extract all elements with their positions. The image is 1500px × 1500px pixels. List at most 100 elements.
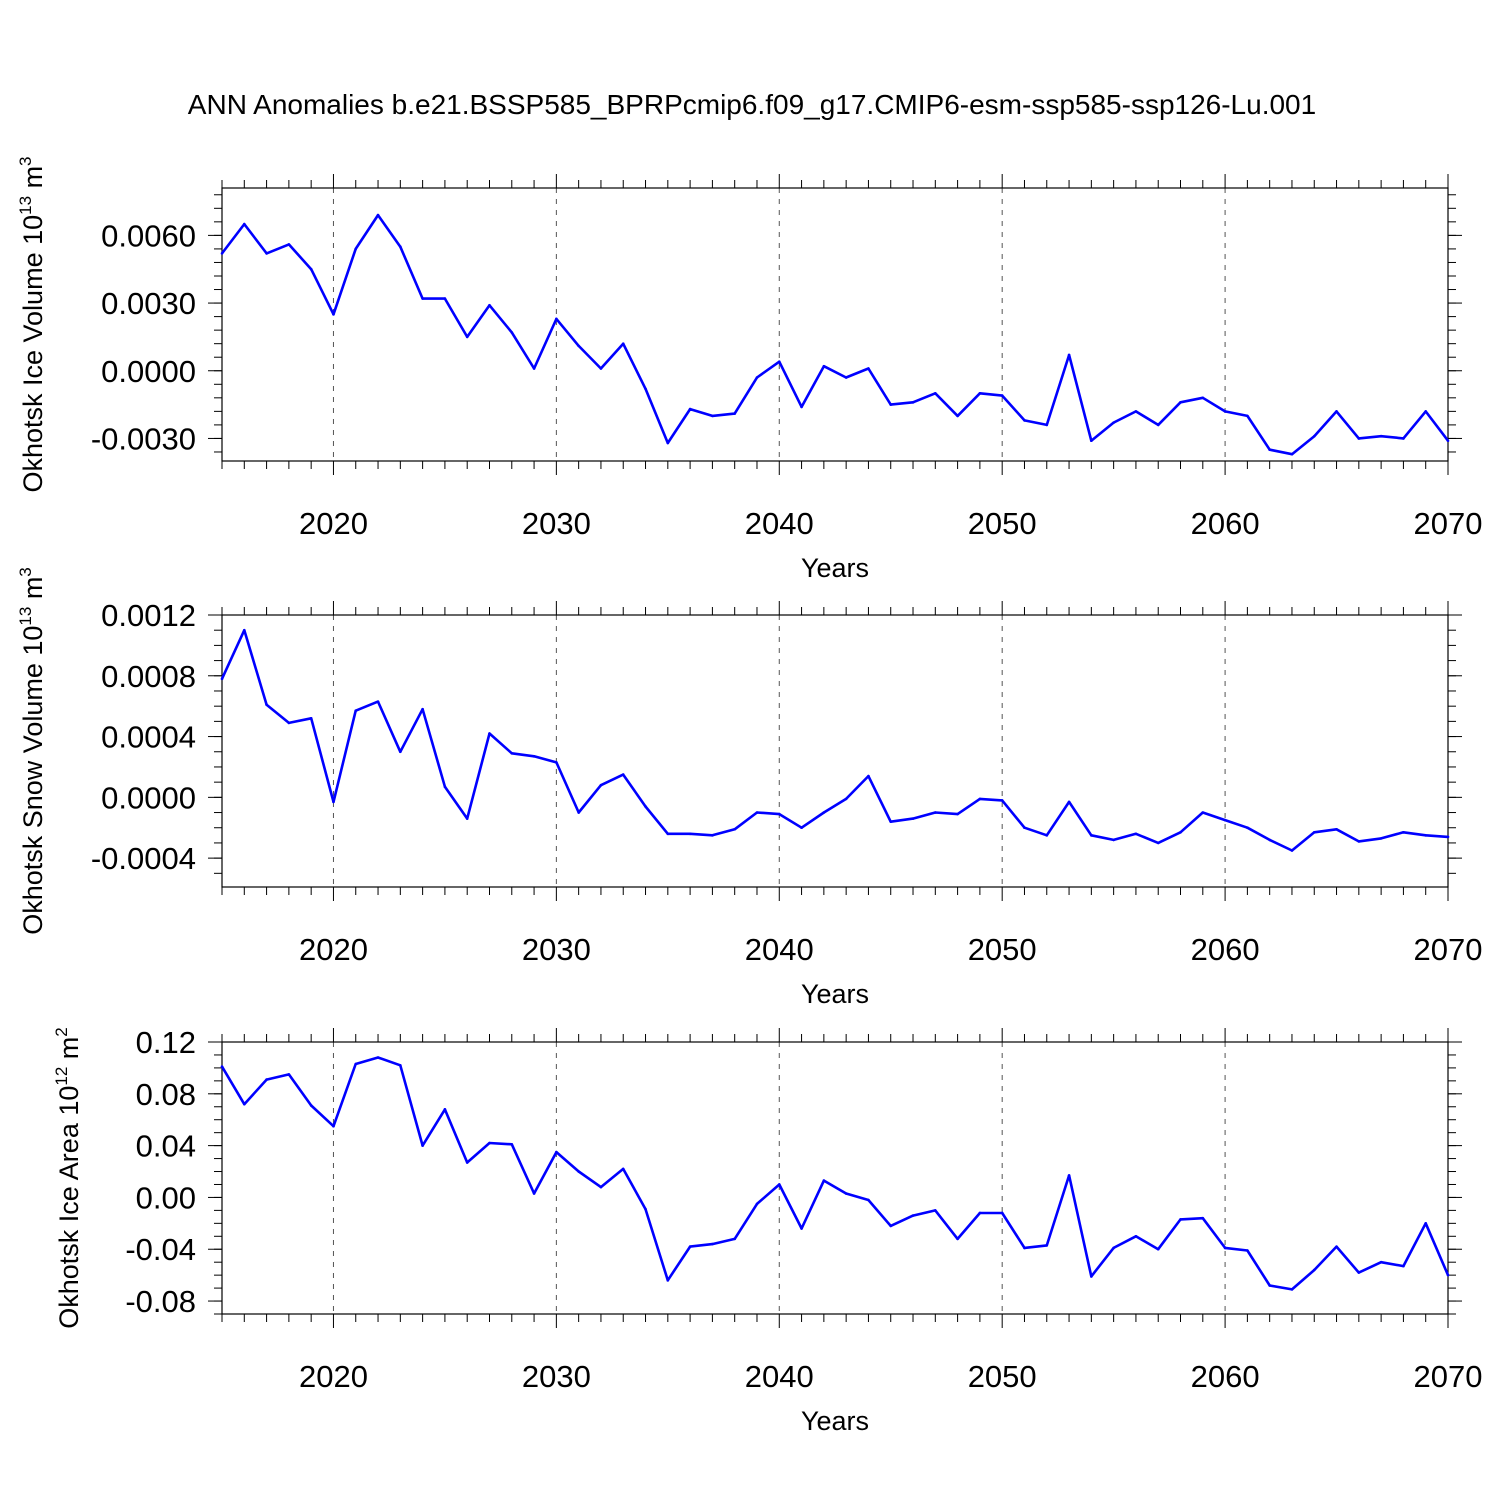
data-point: [889, 1224, 893, 1228]
data-point: [978, 392, 982, 395]
data-point: [354, 247, 358, 251]
chart-panel-1: 2020 2030 2040 2050 2060 2070 Years 0.0060 0.003…: [16, 156, 1482, 583]
data-point: [510, 751, 514, 755]
data-point: [1312, 830, 1316, 834]
x-tick-label: 2030: [522, 932, 591, 967]
data-point: [265, 252, 268, 255]
x-tick-label: 2060: [1191, 932, 1260, 967]
y-tick-label: -0.0004: [91, 841, 196, 876]
data-point: [755, 811, 759, 814]
data-point: [1134, 410, 1138, 413]
data-point: [309, 1104, 313, 1107]
data-point: [376, 213, 380, 217]
data-point: [1112, 838, 1115, 842]
y-tick-label: 0.0030: [101, 286, 196, 321]
data-point: [1023, 1246, 1026, 1250]
data-point: [755, 376, 759, 379]
x-tick-label: 2050: [968, 932, 1037, 967]
data-point: [1357, 1271, 1361, 1274]
data-point: [421, 707, 424, 711]
data-point: [1424, 834, 1428, 837]
data-point: [465, 817, 469, 820]
data-point: [1246, 414, 1249, 418]
x-tick-label: 2070: [1414, 1359, 1483, 1394]
x-tick-label: 2070: [1414, 506, 1483, 541]
data-point: [242, 628, 246, 632]
chart-panel-2: 2020 2030 2040 2050 2060 2070 Years 0.0012 0.000…: [16, 567, 1482, 1009]
data-point: [332, 800, 335, 804]
data-point: [844, 797, 848, 801]
y-axis-label-part: 13: [16, 196, 35, 215]
data-point: [488, 732, 491, 735]
data-point: [1268, 1284, 1271, 1287]
y-tick-label: -0.04: [125, 1232, 196, 1267]
data-point: [309, 267, 313, 271]
data-point: [1402, 437, 1405, 440]
data-point: [1067, 800, 1071, 804]
data-point: [1223, 818, 1227, 822]
data-point: [911, 817, 915, 820]
y-axis-label: Okhotsk Ice Area 1012 m2: [52, 1027, 84, 1329]
data-point: [1090, 439, 1093, 442]
data-point: [777, 1183, 781, 1186]
data-point: [844, 1192, 848, 1195]
data-point: [376, 700, 380, 703]
data-point: [1402, 1264, 1405, 1268]
series-line: [220, 213, 1450, 456]
data-point: [399, 1064, 402, 1067]
data-point: [1312, 434, 1316, 438]
y-tick-label: 0.0012: [101, 598, 196, 633]
data-point: [1223, 1246, 1227, 1250]
plot-frame: [221, 614, 1449, 888]
data-point: [265, 1078, 268, 1081]
data-point: [911, 1214, 915, 1217]
plot-frame: [221, 1041, 1449, 1315]
data-point: [1268, 448, 1271, 452]
data-point: [443, 785, 447, 789]
y-axis-label-part: m: [18, 577, 48, 607]
y-tick-label: 0.00: [136, 1180, 196, 1215]
y-tick-label: 0.0000: [101, 354, 196, 389]
data-point: [1179, 401, 1182, 404]
data-point: [1223, 410, 1227, 413]
data-point: [1156, 841, 1160, 845]
data-point: [1134, 1234, 1138, 1238]
data-point: [465, 1161, 469, 1164]
data-point: [242, 222, 246, 226]
data-point: [287, 1073, 291, 1076]
data-point: [1379, 434, 1383, 438]
data-point: [911, 401, 915, 404]
x-tick-label: 2050: [968, 506, 1037, 541]
y-tick-label: 0.0004: [101, 720, 196, 755]
data-point: [1179, 1218, 1182, 1221]
data-point: [488, 304, 491, 307]
data-point: [354, 709, 358, 713]
data-point: [599, 1185, 603, 1189]
x-axis-label: Years: [801, 1406, 869, 1436]
data-point: [220, 1065, 224, 1068]
data-point: [666, 1279, 670, 1282]
data-point: [421, 297, 424, 300]
data-point: [800, 405, 803, 409]
data-point: [555, 761, 558, 764]
data-point: [644, 1207, 647, 1211]
data-point: [1379, 1260, 1383, 1264]
data-point: [867, 367, 870, 370]
data-point: [532, 1192, 536, 1195]
data-point: [510, 1143, 514, 1146]
x-tick-label: 2040: [745, 932, 814, 967]
data-point: [332, 313, 335, 316]
data-point: [733, 412, 736, 415]
data-point: [399, 750, 402, 754]
plot-frame: [221, 187, 1449, 462]
data-point: [1246, 1249, 1249, 1252]
chart-panel-3: 2020 2030 2040 2050 2060 2070 Years 0.12 0.08 0.0…: [52, 1025, 1482, 1436]
data-point: [956, 414, 959, 418]
y-axis-label-part: Okhotsk Ice Area: [54, 1116, 84, 1329]
data-point: [688, 832, 692, 836]
y-tick-label: 0.0000: [101, 780, 196, 815]
data-point: [1156, 1247, 1160, 1251]
data-point: [1290, 1288, 1294, 1291]
y-tick-label: 0.08: [136, 1077, 196, 1112]
